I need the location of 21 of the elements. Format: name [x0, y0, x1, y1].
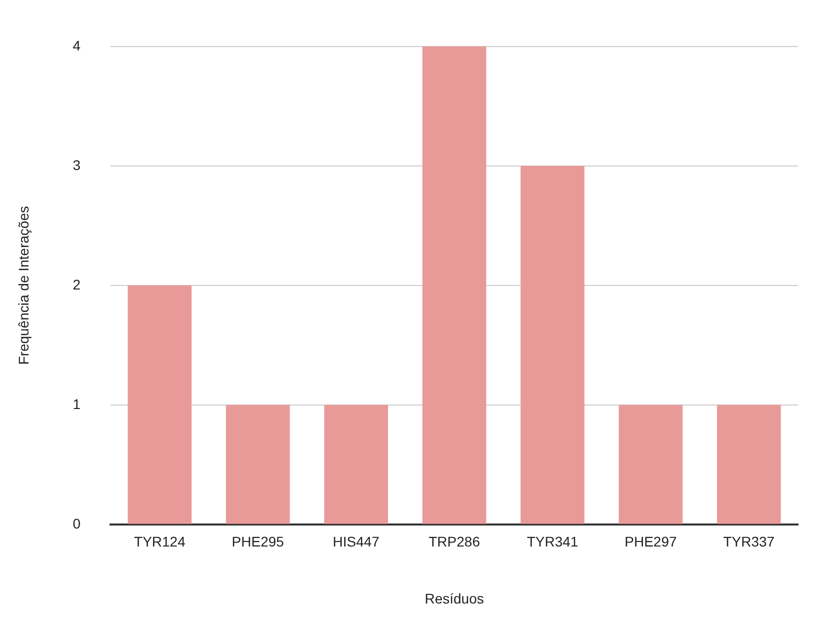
bar [618, 404, 683, 524]
x-tick-label: TRP286 [428, 534, 480, 550]
x-tick-label: TYR337 [723, 534, 775, 550]
y-tick-label: 0 [72, 515, 81, 532]
bar [422, 46, 486, 524]
bar [520, 166, 584, 524]
y-tick-label: 3 [72, 156, 81, 173]
x-tick-label: PHE295 [232, 534, 284, 550]
x-tick-label: PHE297 [624, 534, 677, 550]
bar [716, 404, 781, 524]
y-tick-label: 2 [72, 276, 81, 292]
y-tick-label: 1 [72, 396, 81, 412]
y-tick-label: 4 [72, 37, 81, 54]
x-tick-label: TYR124 [134, 534, 186, 550]
bar [128, 285, 192, 524]
x-axis-title: Resíduos [424, 590, 484, 606]
y-axis-title: Frequência de Interações [15, 206, 32, 365]
x-tick-label: TYR341 [526, 534, 578, 550]
bar [226, 404, 290, 524]
x-tick-label: HIS447 [332, 534, 380, 550]
bar [324, 404, 388, 524]
